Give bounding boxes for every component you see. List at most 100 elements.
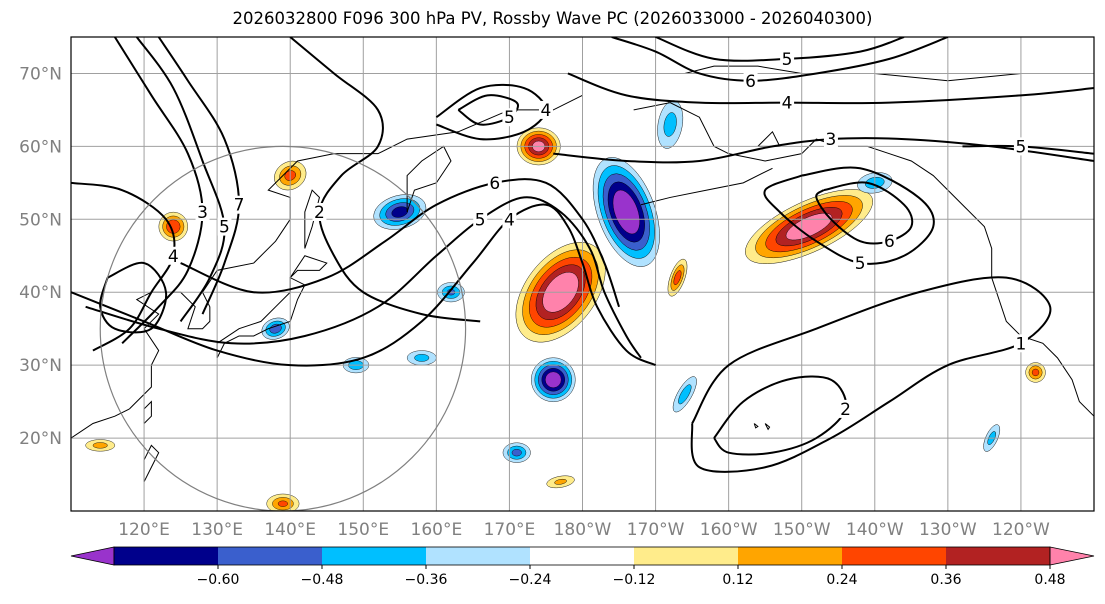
latitude-tick-labels: 20°N 30°N 40°N 50°N 60°N 70°N bbox=[19, 64, 62, 449]
contour-line bbox=[85, 196, 642, 359]
contour-label: 1 bbox=[1016, 334, 1027, 354]
colorbar-tick-label: 0.12 bbox=[722, 572, 753, 588]
lat-tick-label: 50°N bbox=[19, 210, 62, 230]
anomaly-level-5 bbox=[612, 189, 640, 235]
contour-label-background bbox=[217, 217, 232, 236]
positive-anomaly-equatorward bbox=[266, 493, 300, 511]
anomaly-level-5 bbox=[785, 212, 833, 241]
map-frame bbox=[70, 36, 1095, 512]
lat-tick-label: 20°N bbox=[19, 429, 62, 449]
anomaly-level-3 bbox=[269, 323, 282, 334]
contour-label: 2 bbox=[840, 400, 851, 420]
pv-contour-jet-1: 4 bbox=[71, 203, 657, 367]
contour-label: 2 bbox=[314, 203, 325, 223]
negative-anomaly-subtropic-mid bbox=[406, 350, 437, 366]
coastline-segment bbox=[304, 189, 320, 249]
anomaly-level-3 bbox=[277, 500, 288, 507]
lon-tick-label: 140°E bbox=[264, 520, 316, 540]
lat-lon-gridlines bbox=[71, 37, 1094, 511]
contour-label-background bbox=[882, 232, 897, 251]
contour-label: 4 bbox=[504, 210, 515, 230]
pv-contour-gulf-ring-1: 5 bbox=[763, 166, 935, 274]
pv-contour-gulf-ring-2: 6 bbox=[815, 181, 914, 252]
lon-tick-label: 170°E bbox=[484, 520, 536, 540]
negative-anomaly-tropics bbox=[672, 376, 697, 413]
contour-label-background bbox=[473, 210, 488, 229]
pv-contour-ridge-west-4: 4 bbox=[71, 181, 181, 352]
contour-line bbox=[71, 203, 657, 367]
colorbar-tick-label: 0.36 bbox=[930, 572, 961, 588]
contour-line bbox=[457, 94, 519, 126]
lon-tick-label: 150°W bbox=[773, 520, 831, 540]
anomaly-level-3 bbox=[511, 449, 522, 457]
contour-label-background bbox=[166, 246, 181, 265]
contour-label: 4 bbox=[541, 101, 552, 121]
pv-contour-pole-5: 5 bbox=[655, 37, 905, 70]
lon-tick-label: 160°W bbox=[700, 520, 758, 540]
anomaly-level-2 bbox=[678, 384, 692, 405]
anomaly-level-3 bbox=[1031, 368, 1040, 377]
contour-label-background bbox=[780, 49, 795, 68]
anomaly-level-2 bbox=[92, 442, 108, 449]
contour-label: 3 bbox=[197, 203, 208, 223]
pv-contour-ak-5: 5 bbox=[962, 137, 1094, 157]
contour-label-background bbox=[195, 203, 210, 222]
contour-label-background bbox=[502, 108, 517, 127]
range-ring bbox=[99, 145, 467, 511]
longitude-tick-labels: 120°E 130°E 140°E 150°E 160°E 170°E 180°W 170°W… bbox=[118, 520, 1050, 540]
coastline-segment bbox=[216, 255, 328, 359]
contour-label: 5 bbox=[1016, 137, 1027, 157]
colorbar-segment bbox=[322, 547, 426, 565]
pv-contour-pole-6: 6 bbox=[611, 37, 949, 92]
range-ring-circle bbox=[99, 145, 467, 511]
contour-label: 6 bbox=[745, 72, 756, 92]
pv-contour-ridge-west-3: 3 bbox=[113, 37, 210, 344]
colorbar: −0.60 −0.48 −0.36 −0.24 −0.12 0.12 0.24 0.36 0.4… bbox=[70, 546, 1095, 588]
colorbar-tick-label: −0.24 bbox=[509, 572, 552, 588]
colorbar-extend-min bbox=[70, 546, 115, 566]
contour-label: 5 bbox=[475, 210, 486, 230]
contour-line bbox=[135, 37, 226, 322]
contour-label-background bbox=[312, 203, 327, 222]
lon-tick-label: 140°W bbox=[846, 520, 904, 540]
anomaly-level-3 bbox=[673, 270, 682, 286]
lat-tick-label: 70°N bbox=[19, 64, 62, 84]
contour-line bbox=[157, 37, 241, 315]
pv-contour-ridge-west-5: 5 bbox=[135, 37, 232, 322]
contour-label: 6 bbox=[489, 174, 500, 194]
contour-label: 5 bbox=[782, 50, 793, 70]
lon-tick-label: 120°E bbox=[118, 520, 170, 540]
contour-label: 5 bbox=[855, 254, 866, 274]
lat-tick-label: 40°N bbox=[19, 283, 62, 303]
negative-anomaly-japan bbox=[261, 317, 290, 340]
coastline-segment bbox=[764, 423, 771, 431]
contour-label: 3 bbox=[826, 130, 837, 150]
pv-contour-subtrop-1: 1 bbox=[690, 276, 1052, 473]
colorbar-segment bbox=[530, 547, 634, 565]
colorbar-segment bbox=[218, 547, 322, 565]
colorbar-extend-max bbox=[1049, 546, 1095, 566]
colorbar-segment bbox=[426, 547, 530, 565]
contour-line bbox=[763, 166, 935, 265]
anomaly-level-2 bbox=[554, 478, 567, 485]
contour-label-background bbox=[1013, 334, 1028, 353]
pv-contour-north-low: 4 bbox=[435, 83, 553, 141]
pv-contour-trough-west-2: 2 bbox=[289, 37, 481, 323]
colorbar-segment bbox=[738, 547, 842, 565]
colorbar-segment bbox=[114, 547, 218, 565]
contour-label-background bbox=[232, 195, 247, 214]
contour-label-background bbox=[743, 71, 758, 90]
lon-tick-label: 130°W bbox=[919, 520, 977, 540]
contour-label-background bbox=[487, 173, 502, 192]
contour-label-background bbox=[502, 210, 517, 229]
lat-tick-label: 60°N bbox=[19, 137, 62, 157]
anomaly-level-2 bbox=[414, 354, 430, 362]
coastline-segment bbox=[406, 145, 452, 213]
pv-contour-jet-3: 6 bbox=[180, 173, 620, 308]
lat-tick-label: 30°N bbox=[19, 356, 62, 376]
lon-tick-label: 130°E bbox=[191, 520, 243, 540]
pv-contour-ak-4: 4 bbox=[567, 72, 1094, 114]
colorbar-tick-label: −0.36 bbox=[405, 572, 448, 588]
negative-anomaly-south-small bbox=[502, 442, 531, 463]
pv-contour-west-ring bbox=[99, 261, 168, 334]
